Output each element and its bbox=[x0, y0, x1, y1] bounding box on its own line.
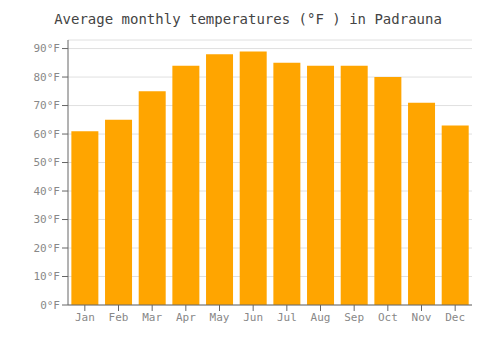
svg-text:May: May bbox=[210, 311, 230, 324]
svg-text:Dec: Dec bbox=[445, 311, 465, 324]
svg-text:Jul: Jul bbox=[277, 311, 297, 324]
svg-text:Aug: Aug bbox=[311, 311, 331, 324]
svg-text:10°F: 10°F bbox=[34, 270, 61, 283]
svg-text:Mar: Mar bbox=[142, 311, 162, 324]
svg-text:80°F: 80°F bbox=[34, 71, 61, 84]
svg-text:60°F: 60°F bbox=[34, 128, 61, 141]
svg-text:Nov: Nov bbox=[412, 311, 432, 324]
svg-text:50°F: 50°F bbox=[34, 156, 61, 169]
svg-text:70°F: 70°F bbox=[34, 99, 61, 112]
svg-text:Apr: Apr bbox=[176, 311, 196, 324]
svg-text:30°F: 30°F bbox=[34, 213, 61, 226]
svg-text:Oct: Oct bbox=[378, 311, 398, 324]
svg-text:40°F: 40°F bbox=[34, 185, 61, 198]
svg-text:0°F: 0°F bbox=[40, 299, 60, 312]
svg-text:20°F: 20°F bbox=[34, 242, 61, 255]
svg-text:Feb: Feb bbox=[109, 311, 129, 324]
svg-text:Sep: Sep bbox=[344, 311, 364, 324]
svg-text:Jan: Jan bbox=[75, 311, 95, 324]
html-text:Average monthly temperatures (: Average monthly temperatures (°F ) in Pa… bbox=[54, 11, 442, 27]
svg-text:90°F: 90°F bbox=[34, 42, 61, 55]
svg-text:Jun: Jun bbox=[243, 311, 263, 324]
